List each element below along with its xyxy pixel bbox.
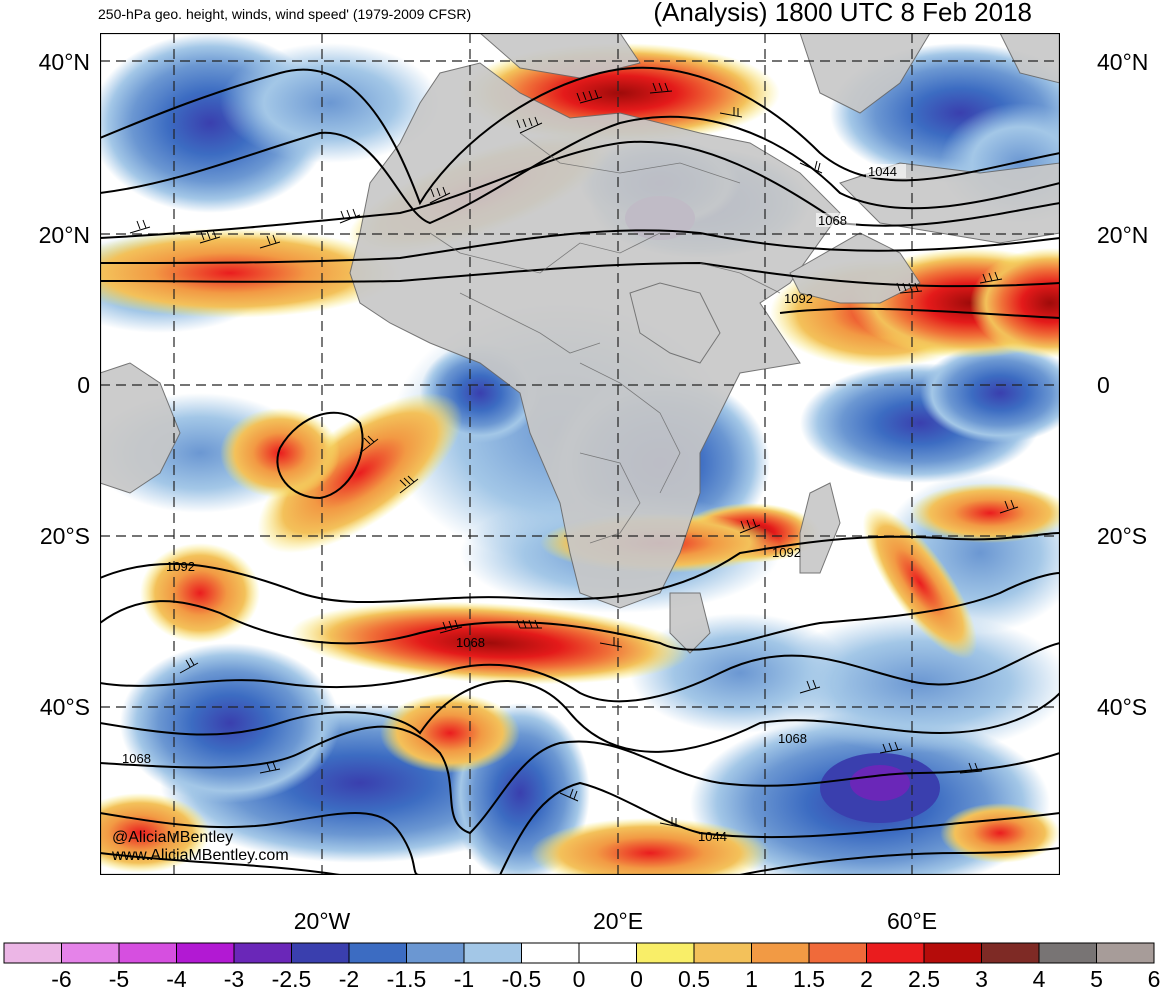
colorbar-label: -3 <box>223 966 245 992</box>
contour-label-1092-north: 1092 <box>784 291 813 306</box>
lat-label-40s-right: 40°S <box>1097 694 1148 720</box>
country-borders <box>429 132 781 544</box>
colorbar-swatch <box>348 942 407 964</box>
lon-label-20w: 20°W <box>293 908 351 934</box>
colorbar-label: 0 <box>572 966 586 992</box>
colorbar-swatch <box>3 942 62 964</box>
contour-label-1092-southwest: 1092 <box>166 559 195 574</box>
colorbar-swatch <box>463 942 522 964</box>
colorbar-swatch <box>693 942 752 964</box>
colorbar-swatch <box>406 942 465 964</box>
lat-label-eq-left: 0 <box>77 372 90 398</box>
header-left-title: 250-hPa geo. height, winds, wind speed' … <box>98 6 472 22</box>
lat-label-40n-left: 40°N <box>38 49 90 75</box>
colorbar-swatch <box>808 942 867 964</box>
colorbar-label: -1.5 <box>386 966 427 992</box>
colorbar-swatch <box>923 942 982 964</box>
landmasses <box>100 33 1060 654</box>
colorbar-label: -0.5 <box>501 966 542 992</box>
credit-handle: @AliciaMBentley <box>112 829 234 846</box>
colorbar-swatch <box>291 942 350 964</box>
colorbar-swatch <box>176 942 235 964</box>
contour-label-1044-north: 1044 <box>868 164 897 179</box>
colorbar-swatch <box>866 942 925 964</box>
colorbar <box>3 942 1155 964</box>
lat-label-20s-right: 20°S <box>1097 523 1148 549</box>
colorbar-label: -2 <box>338 966 360 992</box>
contour-labels: 1044 1068 1092 1092 1092 1068 1068 1068 … <box>122 164 906 844</box>
lat-label-20n-left: 20°N <box>38 222 90 248</box>
credits: @AliciaMBentley www.AliciaMBentley.com <box>112 829 289 865</box>
map-frame <box>100 33 1060 875</box>
colorbar-label: -2.5 <box>271 966 312 992</box>
colorbar-swatch <box>1096 942 1155 964</box>
colorbar-label: 4 <box>1032 966 1046 992</box>
colorbar-swatch <box>636 942 695 964</box>
contour-label-1068-north: 1068 <box>818 213 847 228</box>
lat-label-20n-right: 20°N <box>1097 222 1149 248</box>
colorbar-label: 6 <box>1147 966 1160 992</box>
colorbar-label: -5 <box>108 966 130 992</box>
colorbar-label: 0 <box>630 966 643 992</box>
colorbar-label: -4 <box>166 966 187 992</box>
colorbar-swatch <box>578 942 637 964</box>
colorbar-label: 2.5 <box>908 966 940 992</box>
wind-barbs <box>129 82 1019 828</box>
colorbar-swatch <box>521 942 580 964</box>
lon-label-20e: 20°E <box>592 908 644 934</box>
contour-label-1092-south: 1092 <box>772 545 801 560</box>
lon-label-60e: 60°E <box>886 908 938 934</box>
header-right-title: (Analysis) 1800 UTC 8 Feb 2018 <box>653 0 1032 27</box>
colorbar-swatch <box>1038 942 1097 964</box>
lat-label-eq-right: 0 <box>1097 372 1110 398</box>
colorbar-label: 1.5 <box>793 966 825 992</box>
colorbar-swatch <box>118 942 177 964</box>
credit-website: www.AliciaMBentley.com <box>112 847 289 864</box>
map-plot: 1044 1068 1092 1092 1092 1068 1068 1068 … <box>100 33 1060 875</box>
contour-label-1068-southwest: 1068 <box>122 751 151 766</box>
colorbar-swatch <box>61 942 120 964</box>
colorbar-label: -1 <box>453 966 475 992</box>
colorbar-label: 0.5 <box>678 966 710 992</box>
lat-label-20s-left: 20°S <box>39 523 90 549</box>
colorbar-label: -6 <box>51 966 72 992</box>
contour-label-1068-south: 1068 <box>456 635 485 650</box>
colorbar-label: 1 <box>745 966 758 992</box>
lat-label-40s-left: 40°S <box>39 694 90 720</box>
colorbar-label: 2 <box>860 966 873 992</box>
colorbar-swatch <box>981 942 1040 964</box>
colorbar-swatch <box>233 942 292 964</box>
colorbar-label: 3 <box>975 966 988 992</box>
height-contours <box>100 66 1060 875</box>
colorbar-label: 5 <box>1090 966 1103 992</box>
lat-label-40n-right: 40°N <box>1097 49 1149 75</box>
contour-label-1068-southeast: 1068 <box>778 731 807 746</box>
contour-label-1044-south: 1044 <box>698 829 727 844</box>
colorbar-swatch <box>751 942 810 964</box>
